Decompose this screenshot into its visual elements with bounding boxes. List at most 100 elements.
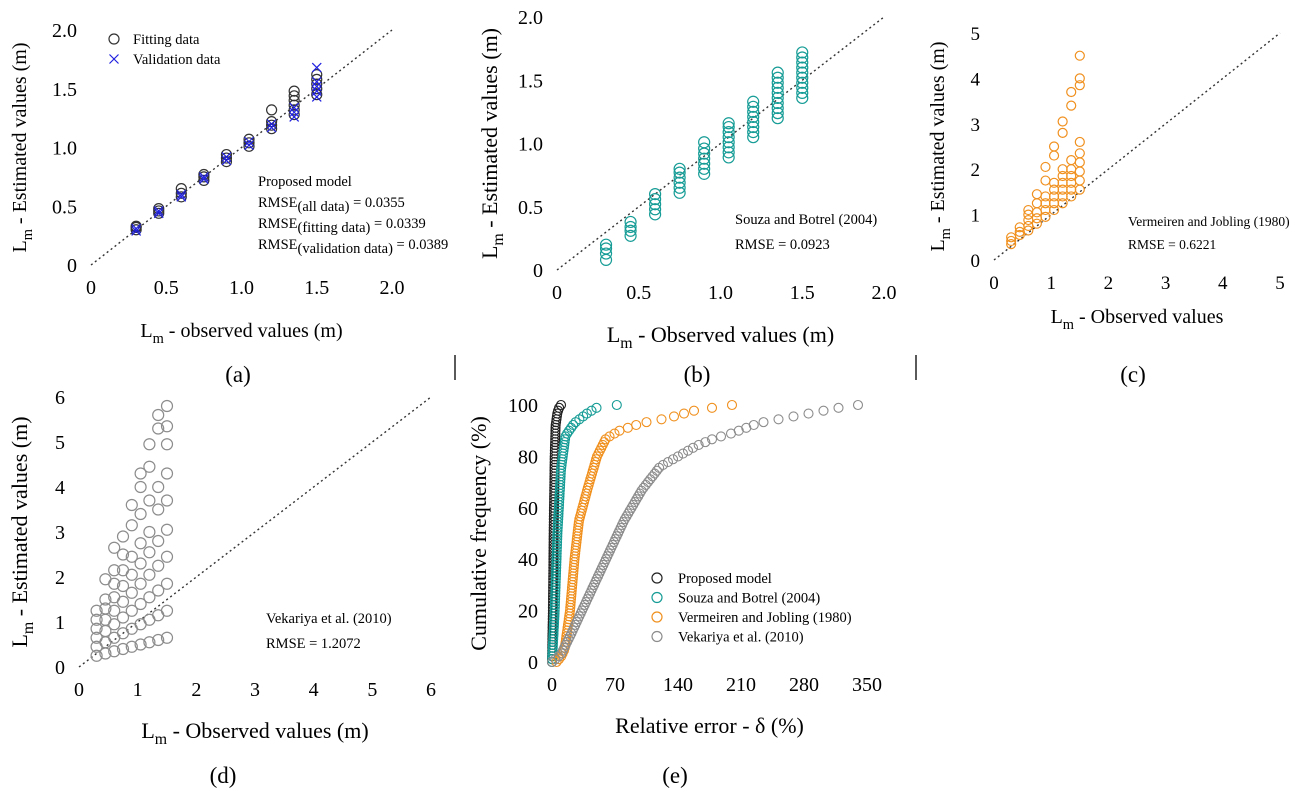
- curve-point-vekariya-1: [550, 654, 561, 665]
- point-d-vekariya-58: [152, 559, 165, 572]
- point-b-souza-27: [722, 146, 735, 159]
- point-a-fitting-21: [266, 104, 278, 116]
- y-tick-label-a-4: 2.0: [52, 20, 77, 42]
- y-tick-label-b-4: 2.0: [518, 7, 543, 29]
- point-a-fitting-17: [243, 133, 255, 145]
- x-tick-label-e-3: 210: [726, 674, 756, 696]
- point-d-vekariya-55: [152, 633, 165, 647]
- curve-point-vekariya-89: [833, 402, 844, 413]
- point-d-vekariya-29: [125, 640, 138, 653]
- curve-point-vekariya-51: [621, 511, 632, 522]
- curve-point-vekariya-72: [672, 451, 684, 462]
- point-d-vekariya-3: [90, 622, 103, 635]
- x-tick-label-e-5: 350: [852, 674, 882, 696]
- point-a-validation-16: [289, 102, 300, 113]
- x-tick-label-b-2: 1.0: [708, 282, 733, 304]
- point-d-vekariya-4: [90, 613, 103, 626]
- point-a-fitting-7: [175, 187, 187, 199]
- point-b-souza-52: [796, 91, 809, 105]
- chart-panel-b: 0 0.5 1.0 1.5 2.0 0 0.5 1.0 1.5 2.0 Lm - Observed …: [477, 7, 897, 352]
- point-a-validation-0: [131, 226, 142, 236]
- point-d-vekariya-19: [108, 564, 121, 577]
- x-tick-label-c-5: 5: [1275, 273, 1285, 294]
- curve-point-vekariya-81: [733, 425, 744, 436]
- panel-label-d: (d): [210, 763, 237, 788]
- point-b-souza-57: [796, 66, 809, 79]
- curve-point-vermeiren-88: [688, 405, 700, 416]
- point-a-validation-9: [221, 151, 232, 162]
- point-c-vermeiren-40: [1066, 170, 1077, 182]
- x-tick-label-a-4: 2.0: [380, 277, 405, 299]
- point-d-vekariya-60: [152, 503, 165, 516]
- point-a-fitting-26: [288, 90, 300, 102]
- y-tick-label-a-3: 1.5: [52, 79, 77, 101]
- legend-label-fitting: Fitting data: [133, 32, 200, 48]
- point-a-fitting-32: [311, 69, 323, 81]
- legend-marker-vermeiren: [651, 611, 663, 623]
- curve-point-vermeiren-83: [631, 419, 642, 431]
- point-d-vekariya-34: [125, 550, 138, 563]
- point-d-vekariya-16: [108, 604, 121, 617]
- curve-point-vekariya-88: [818, 405, 829, 416]
- x-tick-label-c-4: 4: [1218, 273, 1228, 294]
- curve-point-vekariya-85: [773, 414, 784, 425]
- y-tick-label-a-0: 0: [67, 255, 77, 277]
- curve-point-souza-83: [568, 419, 579, 431]
- point-d-vekariya-67: [160, 550, 174, 563]
- curve-point-vekariya-65: [647, 471, 658, 482]
- point-d-vekariya-41: [134, 557, 147, 570]
- y-tick-label-e-4: 80: [518, 446, 538, 468]
- point-c-vermeiren-34: [1057, 164, 1068, 175]
- curve-point-vekariya-71: [667, 454, 679, 465]
- legend-marker-souza: [651, 591, 663, 604]
- point-d-vekariya-66: [160, 577, 174, 590]
- curve-point-vekariya-70: [662, 457, 674, 468]
- annotation-c-1: RMSE = 0.6221: [1128, 237, 1216, 252]
- point-c-vermeiren-35: [1057, 127, 1068, 138]
- x-tick-label-d-6: 6: [426, 679, 436, 701]
- curve-point-vekariya-56: [629, 497, 640, 508]
- y-tick-label-a-2: 1.0: [52, 138, 77, 160]
- panel-label-b: (b): [684, 362, 711, 387]
- point-b-souza-15: [673, 176, 686, 189]
- annotation-d-0: Vekariya et al. (2010): [266, 611, 392, 627]
- point-d-vekariya-46: [143, 636, 156, 649]
- point-a-validation-13: [266, 119, 277, 129]
- point-d-vekariya-48: [143, 591, 156, 604]
- point-b-souza-42: [771, 112, 784, 125]
- point-b-souza-16: [673, 171, 686, 184]
- point-d-vekariya-49: [143, 568, 156, 581]
- point-d-vekariya-43: [134, 507, 147, 521]
- point-b-souza-21: [698, 157, 711, 170]
- point-b-souza-56: [796, 71, 809, 84]
- point-c-vermeiren-53: [1074, 50, 1085, 61]
- point-a-fitting-20: [266, 116, 278, 128]
- point-a-validation-12: [266, 122, 277, 133]
- panel-label-e: (e): [662, 763, 688, 788]
- point-b-souza-19: [698, 167, 711, 180]
- point-b-souza-17: [673, 166, 686, 179]
- point-c-vermeiren-52: [1074, 73, 1085, 84]
- point-c-vermeiren-16: [1040, 211, 1051, 222]
- point-b-souza-55: [796, 76, 809, 89]
- point-b-souza-36: [747, 120, 760, 134]
- curve-point-vekariya-84: [758, 417, 769, 428]
- x-tick-label-d-1: 1: [133, 679, 143, 701]
- annotation-rmse-fit: RMSE(fitting data) = 0.0339: [258, 216, 426, 236]
- annotation-rmse-val: RMSE(validation data) = 0.0389: [258, 237, 448, 257]
- curve-point-vekariya-53: [624, 505, 635, 516]
- y-tick-label-c-3: 3: [971, 115, 981, 136]
- point-c-vermeiren-50: [1074, 136, 1085, 148]
- point-c-vermeiren-21: [1040, 161, 1051, 173]
- point-c-vermeiren-44: [1066, 86, 1077, 98]
- x-tick-label-a-1: 0.5: [154, 277, 179, 299]
- curve-point-vermeiren-89: [706, 402, 718, 413]
- point-b-souza-35: [747, 126, 760, 139]
- x-tick-label-a-3: 1.5: [304, 277, 329, 299]
- point-c-vermeiren-3: [1014, 229, 1025, 241]
- point-d-vekariya-71: [160, 438, 174, 451]
- annotation-c-0: Vermeiren and Jobling (1980): [1128, 214, 1290, 229]
- point-c-vermeiren-37: [1066, 191, 1077, 202]
- point-b-souza-22: [698, 152, 711, 165]
- point-a-validation-5: [176, 189, 187, 200]
